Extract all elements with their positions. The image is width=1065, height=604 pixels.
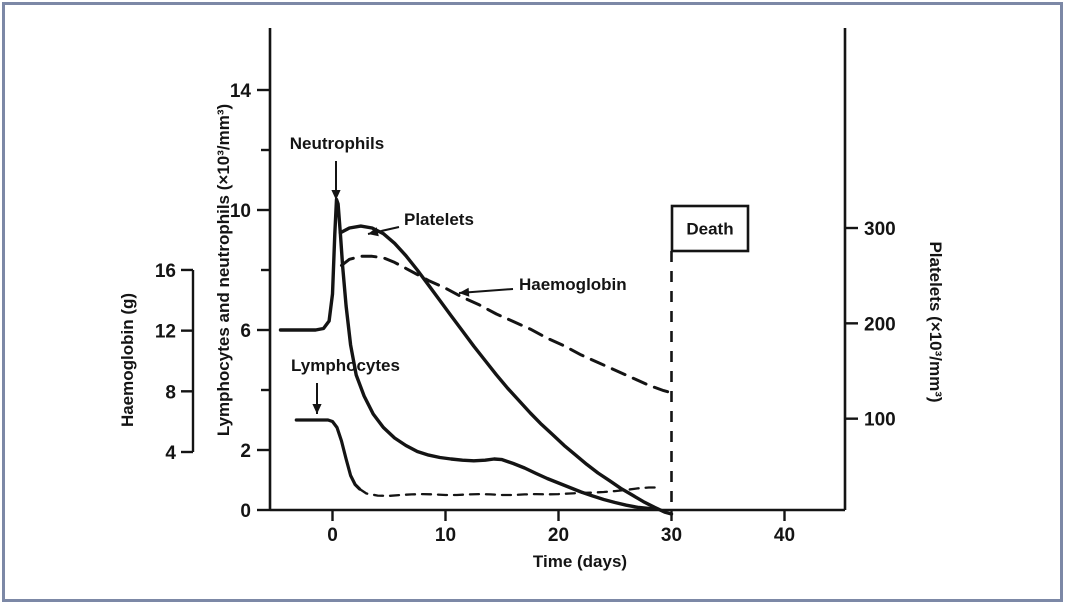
haemoglobin-tick-label: 12 bbox=[155, 322, 176, 343]
annotation-arrowhead bbox=[368, 227, 379, 237]
series-haemoglobin bbox=[340, 254, 673, 395]
counts-tick-label: 0 bbox=[240, 501, 251, 522]
series-lymphocytes-late bbox=[358, 486, 662, 498]
counts-tick-label: 10 bbox=[230, 201, 251, 222]
death-label: Death bbox=[686, 220, 733, 239]
x-tick-label: 20 bbox=[548, 525, 569, 546]
x-tick-label: 40 bbox=[774, 525, 795, 546]
haemoglobin-axis-label: Haemoglobin (g) bbox=[118, 292, 137, 428]
haemoglobin-annotation: Haemoglobin bbox=[519, 275, 627, 294]
haemoglobin-tick-label: 8 bbox=[165, 382, 176, 403]
annotation-arrowhead bbox=[459, 287, 470, 297]
platelets-tick-label: 300 bbox=[864, 219, 896, 240]
counts-tick-label: 14 bbox=[230, 81, 252, 102]
platelets-tick-label: 200 bbox=[864, 314, 896, 335]
series-neutrophils bbox=[278, 197, 660, 511]
lymphocytes-annotation: Lymphocytes bbox=[291, 356, 400, 375]
counts-tick-label: 2 bbox=[240, 441, 251, 462]
platelets-annotation: Platelets bbox=[404, 210, 474, 229]
series-lymphocytes-early bbox=[294, 418, 362, 491]
platelets-axis-label: Platelets (×10³/mm³) bbox=[926, 241, 945, 403]
counts-axis-label: Lymphocytes and neutrophils (×10³/mm³) bbox=[214, 103, 233, 437]
annotation-arrowhead bbox=[331, 190, 341, 200]
x-axis-label: Time (days) bbox=[532, 552, 628, 571]
annotation-arrowhead bbox=[312, 404, 322, 414]
death-box bbox=[670, 204, 750, 253]
counts-tick-label: 6 bbox=[240, 321, 251, 342]
haemoglobin-tick-label: 16 bbox=[155, 261, 176, 282]
x-tick-label: 10 bbox=[435, 525, 456, 546]
x-tick-label: 0 bbox=[327, 525, 338, 546]
series-platelets bbox=[338, 224, 674, 516]
platelets-tick-label: 100 bbox=[864, 410, 896, 431]
neutrophils-annotation: Neutrophils bbox=[290, 134, 384, 153]
x-tick-label: 30 bbox=[661, 525, 682, 546]
haemoglobin-tick-label: 4 bbox=[165, 443, 176, 464]
